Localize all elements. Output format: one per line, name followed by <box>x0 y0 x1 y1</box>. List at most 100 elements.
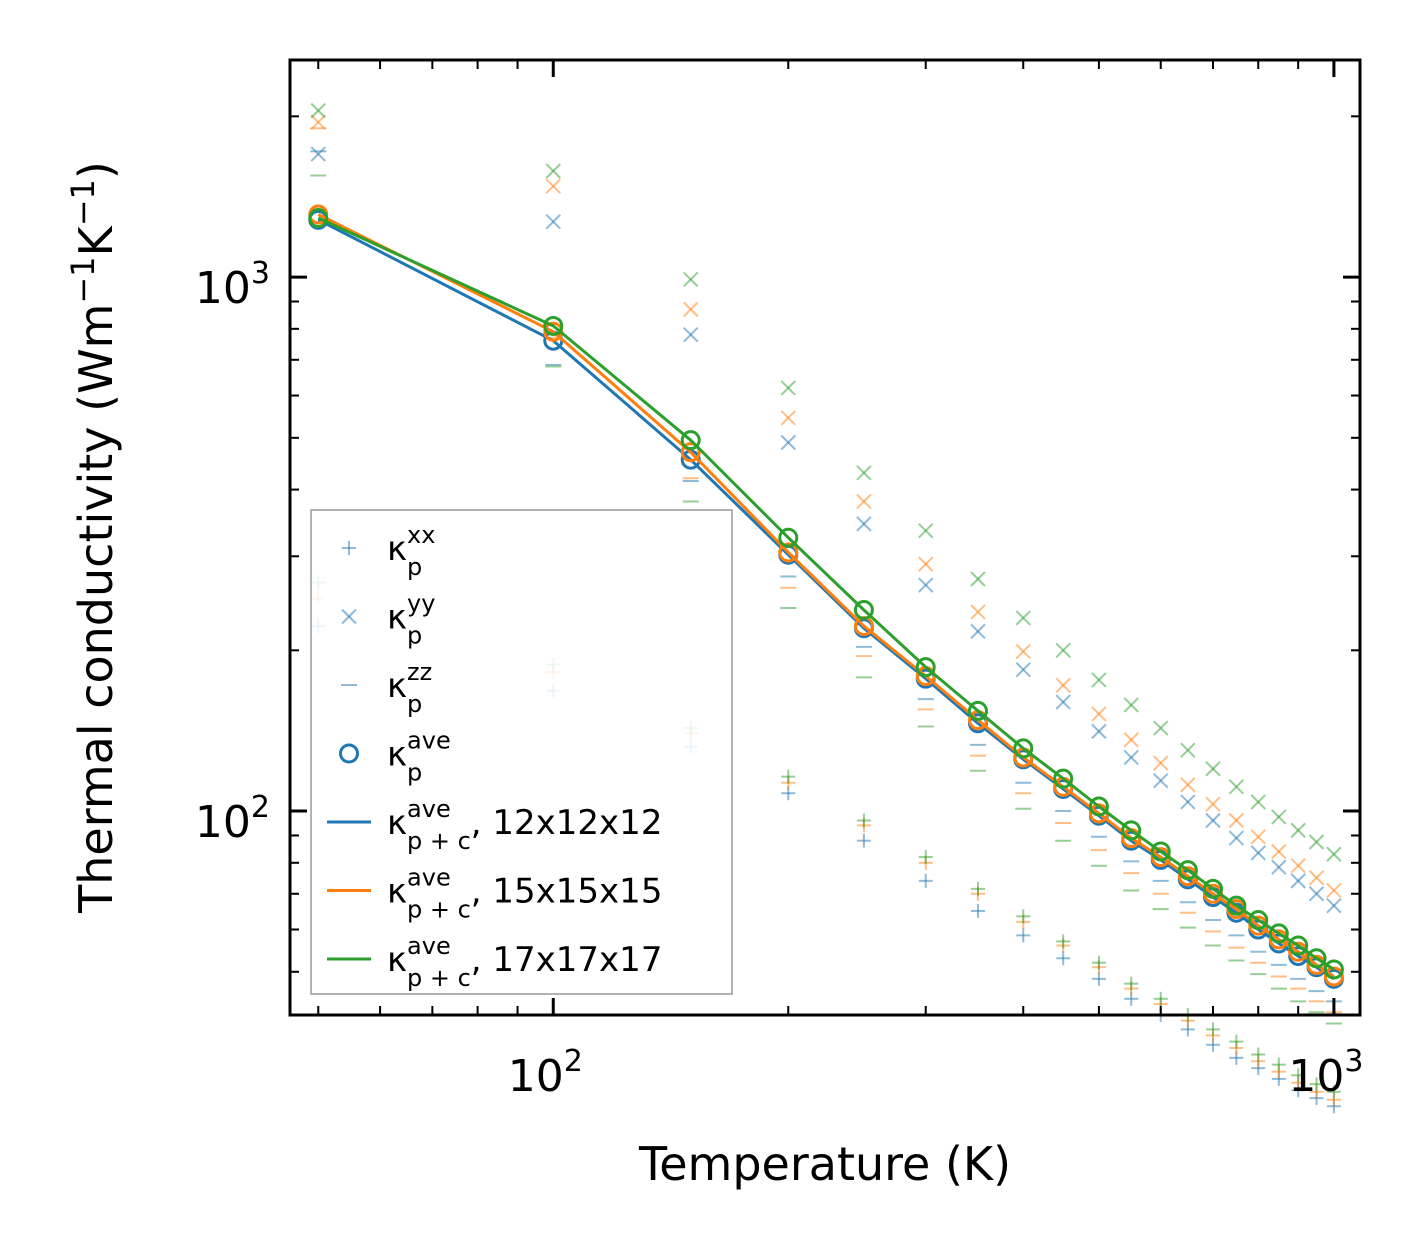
legend-kappa: κ <box>387 598 407 638</box>
yy-point-b <box>918 556 934 572</box>
yy-point-b <box>1271 843 1287 860</box>
ave-point <box>680 430 701 451</box>
x-tick-label: 102 <box>508 1044 583 1102</box>
yy-point-b <box>683 326 699 343</box>
yy-point-b <box>1091 672 1107 688</box>
y-tick-label-exp: 2 <box>251 790 270 825</box>
legend-entry: κxx p <box>342 521 435 581</box>
legend-label: κzz p <box>387 658 432 718</box>
legend-entry: κyy p <box>341 590 435 650</box>
yy-point-b <box>780 380 796 396</box>
legend-tail: , 17x17x17 <box>471 940 663 980</box>
legend-sup: zz <box>407 658 432 686</box>
yy-point-b <box>1326 846 1342 862</box>
ave-point <box>1053 768 1074 789</box>
ave-point <box>543 315 564 336</box>
yy-point-b <box>1015 610 1031 626</box>
yy-point-b <box>1290 822 1306 839</box>
series-line-group-17x17x17 <box>308 208 1344 980</box>
legend-sup: ave <box>407 932 451 960</box>
yy-point-b <box>856 516 872 532</box>
legend-marker-cross-b <box>341 608 357 625</box>
ave-point <box>1306 948 1327 969</box>
y-axis-title-mid: K <box>69 224 123 256</box>
yy-point-b <box>1290 858 1306 874</box>
yy-point-b <box>1153 755 1169 771</box>
yy-point-b <box>310 114 326 130</box>
y-axis-title-exp1: −1 <box>64 256 102 303</box>
yy-point-b <box>1308 886 1325 902</box>
legend-sub: p + c <box>407 827 471 855</box>
legend-kappa: κ <box>387 735 407 775</box>
yy-point-b <box>1228 812 1245 829</box>
ave-point <box>1150 841 1171 862</box>
yy-point-b <box>1015 661 1031 678</box>
legend-sub: p <box>407 622 422 650</box>
yy-point-b <box>1055 694 1071 710</box>
yy-point-b <box>1308 834 1325 850</box>
yy-point-b <box>1271 809 1287 825</box>
yy-point-b <box>1308 870 1325 886</box>
ave-point <box>1268 923 1289 944</box>
ave-point <box>853 599 874 620</box>
yy-point-b <box>1271 859 1287 875</box>
yy-point-b <box>1015 643 1031 660</box>
x-tick-label: 103 <box>1288 1044 1363 1102</box>
yy-point-b <box>310 102 326 119</box>
yy-point-b <box>1290 873 1306 889</box>
yy-point-b <box>1205 812 1221 829</box>
yy-point-b <box>780 434 796 451</box>
y-axis-title-close: ) <box>69 161 123 179</box>
yy-point-b <box>1091 706 1107 722</box>
yy-point-b <box>856 465 872 481</box>
legend-label: κyy p <box>387 590 435 650</box>
yy-point-b <box>1091 723 1107 740</box>
legend-label: κave p <box>387 727 451 787</box>
yy-point-b <box>1326 882 1342 899</box>
legend-entry: κave p + c, 17x17x17 <box>327 932 662 992</box>
legend-tail: , 15x15x15 <box>471 872 663 912</box>
legend-entry: κzz p <box>341 658 432 718</box>
legend-kappa: κ <box>387 872 407 912</box>
legend-label: κxx p <box>387 521 435 581</box>
ave-point <box>915 657 936 678</box>
x-tick-label-exp: 3 <box>1344 1044 1363 1079</box>
legend-sup: ave <box>407 864 451 892</box>
yy-point-b <box>970 571 986 587</box>
y-tick-label-base: 10 <box>195 263 251 314</box>
plot-frame <box>288 58 1362 1017</box>
yy-point-b <box>1123 697 1139 713</box>
legend-kappa: κ <box>387 803 407 843</box>
yy-point-b <box>1250 829 1266 845</box>
legend-label: κave p + c, 12x12x12 <box>387 795 662 855</box>
yy-point-b <box>1055 677 1071 693</box>
yy-point-b <box>1228 779 1245 795</box>
y-tick-label-base: 10 <box>195 797 251 848</box>
yy-point-b <box>918 522 934 539</box>
yy-point-b <box>1180 742 1196 758</box>
ave-point <box>680 442 701 463</box>
y-axis-title-exp2: −1 <box>64 179 102 226</box>
yy-point-b <box>1180 794 1196 810</box>
legend-sup: ave <box>407 795 451 823</box>
yy-point-b <box>1205 761 1221 777</box>
ave-point <box>778 542 799 563</box>
legend-label: κave p + c, 17x17x17 <box>387 932 662 992</box>
yy-point-b <box>1153 772 1169 789</box>
yy-point-b <box>310 146 326 162</box>
ave-point <box>1202 878 1223 899</box>
yy-point-b <box>545 213 561 230</box>
ave-point <box>1013 738 1034 759</box>
legend-kappa: κ <box>387 940 407 980</box>
yy-point-b <box>856 493 872 510</box>
yy-point-b <box>545 178 561 194</box>
ave-point <box>308 208 329 229</box>
yy-point-b <box>545 163 561 179</box>
legend-entry: κave p <box>339 727 451 787</box>
legend-marker-circle <box>339 743 359 764</box>
ave-line <box>317 216 1335 971</box>
yy-point-b <box>970 623 986 640</box>
legend-sub: p + c <box>407 896 471 924</box>
